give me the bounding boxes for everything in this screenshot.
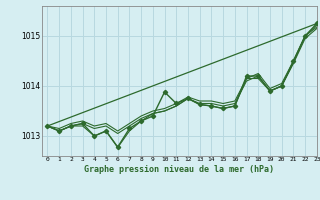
X-axis label: Graphe pression niveau de la mer (hPa): Graphe pression niveau de la mer (hPa): [84, 165, 274, 174]
